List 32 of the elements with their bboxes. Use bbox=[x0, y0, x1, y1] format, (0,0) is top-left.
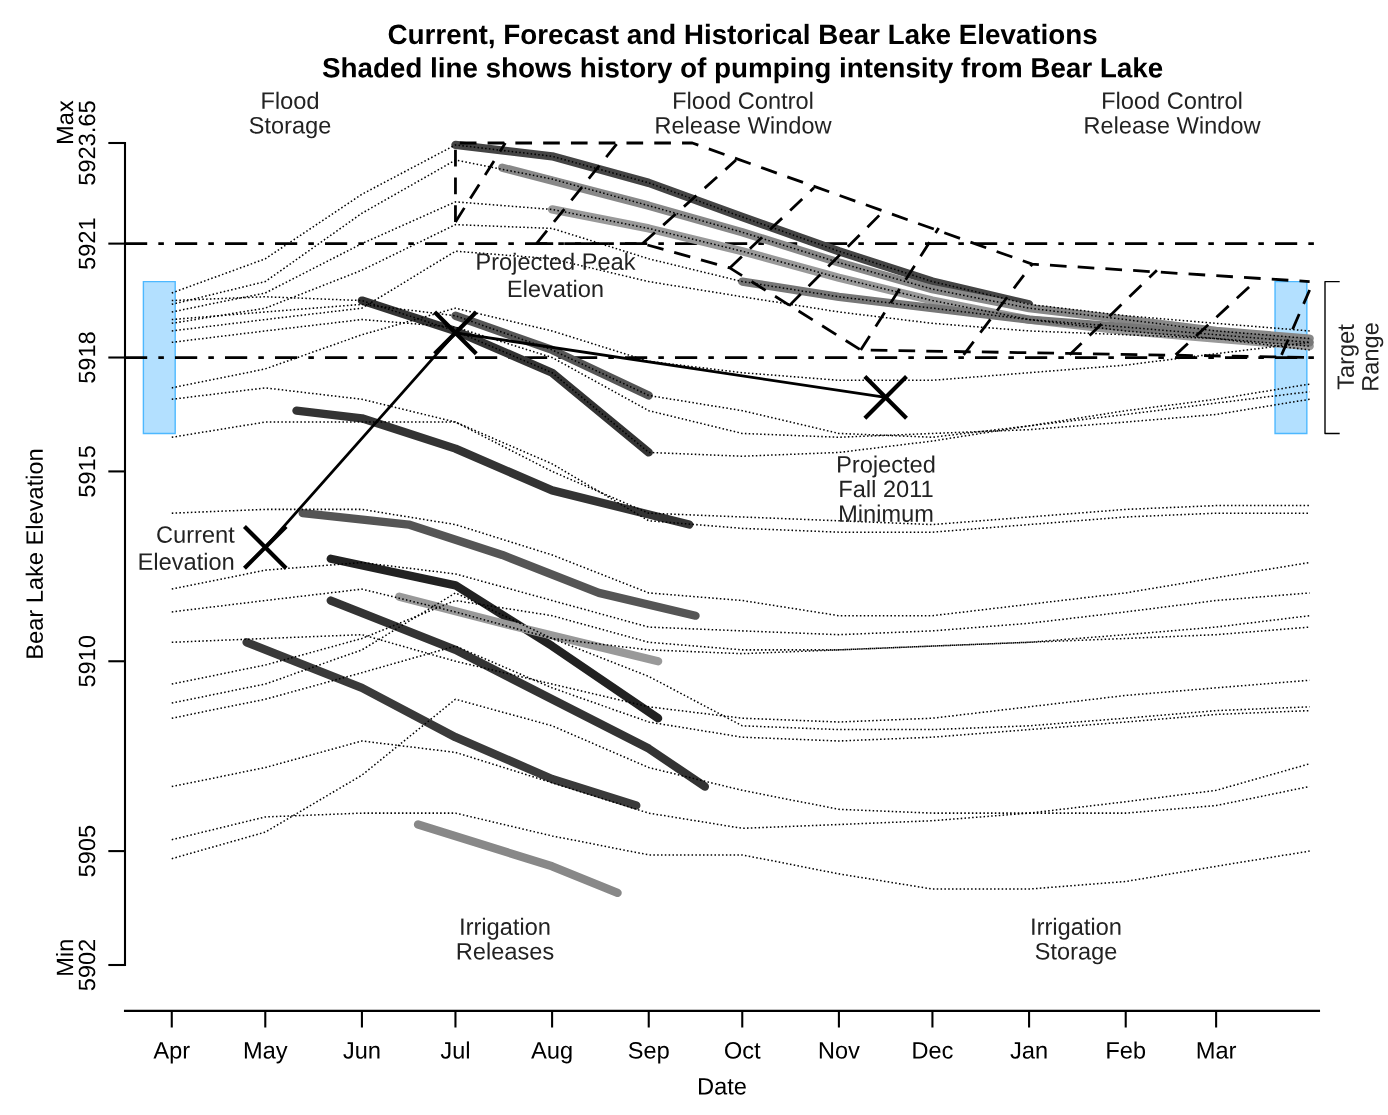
x-tick-label: Nov bbox=[819, 1042, 860, 1059]
x-tick-label: Apr bbox=[153, 1042, 190, 1064]
x-tick-label: Mar bbox=[1197, 1042, 1237, 1059]
y-tick-label: Max 5923.65 bbox=[56, 100, 96, 185]
chart-subtitle: Shaded line shows history of pumping intensity from Bear Lake bbox=[322, 57, 1163, 84]
text: Flood Control Release Window bbox=[1085, 91, 1261, 134]
text: Flood Storage bbox=[249, 91, 331, 139]
x-tick-label: Dec bbox=[913, 1042, 953, 1059]
x-tick-label: Jan bbox=[1010, 1042, 1047, 1059]
x-tick-label: Sep bbox=[628, 1042, 669, 1064]
y-tick-label: 5905 bbox=[78, 825, 96, 877]
x-tick-label: Oct bbox=[725, 1042, 761, 1059]
x-tick-label: Aug bbox=[531, 1042, 572, 1064]
y-tick-label: 5915 bbox=[78, 446, 96, 497]
annotation: Projected Peak Elevation bbox=[477, 252, 636, 298]
annotation: Irrigation Releases bbox=[457, 917, 554, 960]
x-axis-title: Date bbox=[699, 1078, 746, 1095]
y-tick-label: Min 5902 bbox=[55, 939, 96, 991]
y-tick-label: 5910 bbox=[78, 635, 96, 687]
x-tick-label: Jun bbox=[343, 1042, 380, 1059]
chart-title: Current, Forecast and Historical Bear Lake Elevations bbox=[388, 23, 1097, 49]
text: Flood Control Release Window bbox=[656, 91, 832, 134]
y-axis-title: Bear Lake Elevation bbox=[25, 449, 43, 658]
text: Target Range bbox=[1337, 323, 1384, 390]
y-tick-label: 5921 bbox=[78, 218, 96, 269]
x-tick-label: Feb bbox=[1107, 1041, 1146, 1059]
y-tick-label: 5918 bbox=[78, 332, 96, 383]
x-tick-label: May bbox=[244, 1042, 288, 1064]
x-tick-label: Jul bbox=[440, 1041, 469, 1059]
annotation: Projected Fall 2011 Minimum bbox=[838, 455, 935, 522]
annotation: Irrigation Storage bbox=[1032, 917, 1121, 965]
annotation: Current Elevation bbox=[139, 526, 235, 571]
